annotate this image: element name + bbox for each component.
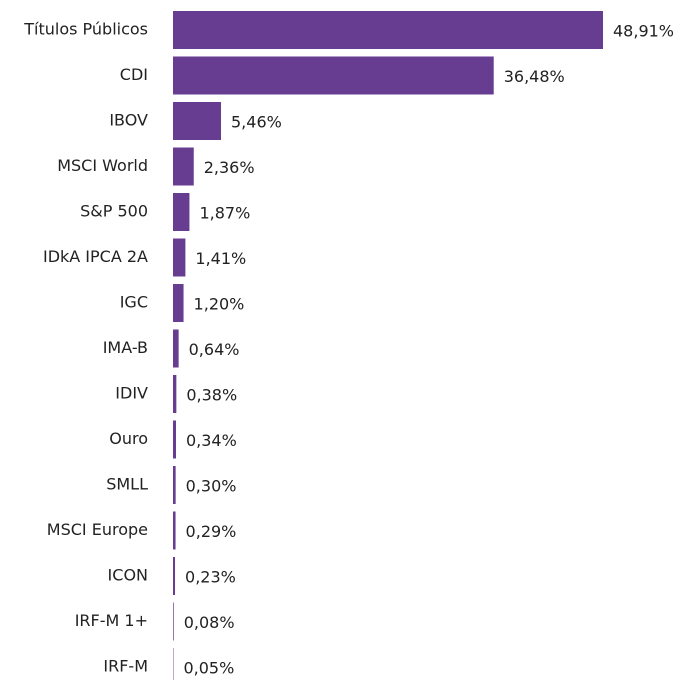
bar xyxy=(173,11,603,49)
value-label: 36,48% xyxy=(504,67,565,86)
category-label: SMLL xyxy=(106,475,148,494)
value-label: 0,30% xyxy=(186,477,237,496)
bar xyxy=(173,238,186,277)
bar xyxy=(173,602,174,641)
bar xyxy=(173,56,494,95)
category-label: IRF-M 1+ xyxy=(75,611,148,630)
bar xyxy=(173,193,190,231)
value-label: 0,38% xyxy=(186,386,237,405)
bar xyxy=(173,375,177,413)
value-label: 5,46% xyxy=(231,113,282,132)
value-label: 1,20% xyxy=(194,295,245,314)
value-label: 48,91% xyxy=(613,22,674,41)
category-label: Títulos Públicos xyxy=(23,20,148,39)
value-label: 2,36% xyxy=(204,158,255,177)
category-label: MSCI Europe xyxy=(47,520,148,539)
category-label: ICON xyxy=(108,566,148,585)
bar xyxy=(173,284,184,322)
bar xyxy=(173,511,176,550)
bar xyxy=(173,466,176,504)
value-label: 1,87% xyxy=(199,204,250,223)
value-label: 0,64% xyxy=(189,340,240,359)
bar xyxy=(173,147,194,186)
category-label: Ouro xyxy=(109,429,148,448)
value-label: 0,05% xyxy=(183,659,234,678)
category-label: IRF-M xyxy=(103,657,148,676)
category-label: IBOV xyxy=(109,111,148,130)
bar xyxy=(173,102,222,140)
category-label: IMA-B xyxy=(103,338,148,357)
category-label: IGC xyxy=(120,293,148,312)
category-label: CDI xyxy=(120,65,148,84)
bar xyxy=(173,420,176,459)
value-label: 0,29% xyxy=(186,522,237,541)
category-label: IDkA IPCA 2A xyxy=(43,247,148,266)
category-label: IDIV xyxy=(115,384,148,403)
category-label: S&P 500 xyxy=(80,202,148,221)
category-label: MSCI World xyxy=(57,156,148,175)
value-label: 1,41% xyxy=(195,249,246,268)
bar xyxy=(173,329,179,368)
value-label: 0,23% xyxy=(185,568,236,587)
value-label: 0,34% xyxy=(186,431,237,450)
value-label: 0,08% xyxy=(184,613,235,632)
bar xyxy=(173,557,176,595)
